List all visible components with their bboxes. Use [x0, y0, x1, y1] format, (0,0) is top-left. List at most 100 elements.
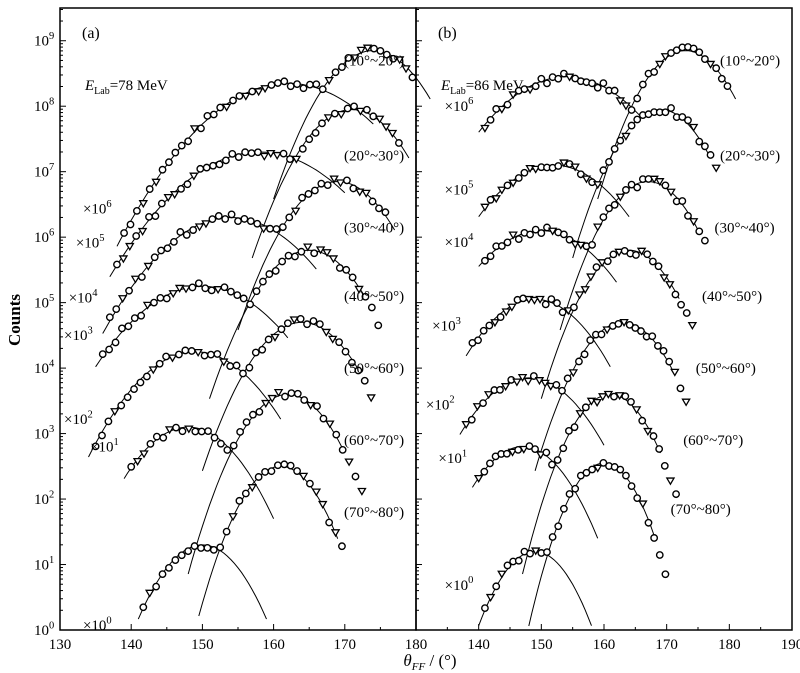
data-point-circle	[306, 479, 314, 488]
data-point-circle	[318, 119, 326, 128]
data-point-circle	[204, 427, 212, 436]
data-point-triangle	[144, 589, 155, 598]
data-point-triangle	[118, 255, 129, 264]
angle-range-label: (70°~80°)	[671, 502, 731, 518]
data-point-circle	[303, 320, 311, 329]
data-point-circle	[145, 185, 154, 193]
data-point-circle	[216, 103, 225, 112]
data-point-triangle	[491, 195, 501, 204]
fit-curve-peak	[273, 50, 431, 200]
data-point-circle	[376, 46, 385, 55]
data-point-circle	[325, 518, 334, 527]
data-point-circle	[678, 197, 687, 205]
data-point-triangle	[357, 487, 367, 496]
data-point-circle	[514, 174, 523, 182]
data-point-circle	[667, 104, 675, 112]
data-point-triangle	[507, 303, 517, 312]
data-point-circle	[331, 68, 340, 77]
data-point-circle	[351, 472, 360, 481]
data-point-triangle	[619, 318, 629, 328]
data-point-circle	[255, 407, 264, 416]
data-point-triangle	[213, 286, 223, 295]
data-point-circle	[183, 180, 192, 189]
angle-group: (40°~50°) ×103	[64, 243, 404, 399]
data-point-triangle	[472, 403, 483, 412]
data-point-triangle	[688, 123, 699, 132]
data-point-triangle	[529, 296, 540, 305]
data-point-circle	[264, 335, 273, 344]
data-point-triangle	[381, 123, 391, 132]
data-point-circle	[531, 445, 539, 454]
data-point-triangle	[322, 249, 332, 258]
data-point-circle	[621, 392, 630, 401]
data-point-circle	[360, 376, 369, 385]
data-point-circle	[163, 244, 172, 253]
data-point-circle	[650, 68, 659, 76]
data-point-circle	[203, 543, 212, 552]
plot-frame	[59, 7, 417, 631]
data-point-circle	[349, 184, 358, 193]
data-point-circle	[610, 86, 619, 95]
data-point-triangle	[132, 457, 143, 467]
data-point-circle	[655, 551, 664, 559]
data-point-circle	[150, 298, 158, 307]
data-point-circle	[223, 446, 232, 454]
data-point-triangle	[344, 458, 354, 467]
data-point-circle	[659, 346, 668, 355]
multiplier-label: ×104	[69, 288, 98, 307]
data-point-triangle	[137, 227, 148, 236]
multiplier-label: ×106	[445, 96, 474, 115]
data-point-triangle	[615, 193, 626, 202]
data-point-triangle	[621, 132, 631, 141]
data-point-triangle	[636, 247, 647, 256]
data-point-triangle	[523, 377, 533, 386]
data-point-circle	[139, 603, 148, 612]
data-point-circle	[370, 44, 378, 53]
data-point-circle	[520, 168, 529, 177]
data-point-circle	[605, 157, 613, 166]
data-point-circle	[581, 403, 590, 412]
x-tick-label: 140	[467, 637, 490, 653]
data-point-circle	[221, 215, 230, 223]
panels: 130 140 150 160 170 1801001011021031041051061…	[34, 7, 800, 653]
data-point-circle	[543, 223, 551, 232]
data-point-circle	[190, 542, 199, 550]
data-point-circle	[272, 225, 281, 233]
data-point-triangle	[181, 285, 191, 294]
data-point-circle	[247, 149, 256, 158]
x-tick-label: 140	[120, 637, 143, 653]
data-point-circle	[653, 342, 662, 350]
angle-group: (60°~70°) ×101	[438, 390, 743, 575]
data-point-circle	[559, 504, 568, 513]
data-point-circle	[105, 345, 114, 354]
data-point-circle	[284, 251, 293, 260]
data-point-circle	[486, 195, 495, 204]
data-point-triangle	[519, 445, 529, 454]
data-point-triangle	[335, 179, 346, 188]
fit-curve-shoulder	[478, 230, 617, 283]
data-point-circle	[232, 361, 241, 370]
data-point-triangle	[143, 262, 154, 271]
data-point-circle	[603, 257, 612, 266]
data-point-circle	[661, 181, 670, 190]
data-point-circle	[194, 279, 203, 288]
data-point-circle	[638, 80, 647, 89]
data-point-circle	[637, 327, 645, 335]
data-point-triangle	[325, 420, 335, 429]
data-point-circle	[648, 257, 657, 266]
data-point-circle	[588, 241, 596, 249]
data-point-circle	[374, 321, 383, 330]
x-tick-label: 150	[530, 637, 553, 653]
data-point-circle	[338, 63, 346, 71]
data-point-triangle	[148, 366, 159, 375]
data-point-triangle	[361, 189, 371, 198]
angle-range-label: (50°~60°)	[696, 361, 756, 377]
data-point-circle	[558, 308, 567, 317]
data-point-circle	[162, 352, 170, 361]
data-point-circle	[408, 73, 417, 82]
data-point-circle	[622, 186, 630, 194]
data-point-triangle	[580, 286, 590, 295]
multiplier-label: ×104	[445, 232, 474, 251]
data-point-circle	[127, 462, 136, 471]
data-point-circle	[627, 106, 636, 114]
